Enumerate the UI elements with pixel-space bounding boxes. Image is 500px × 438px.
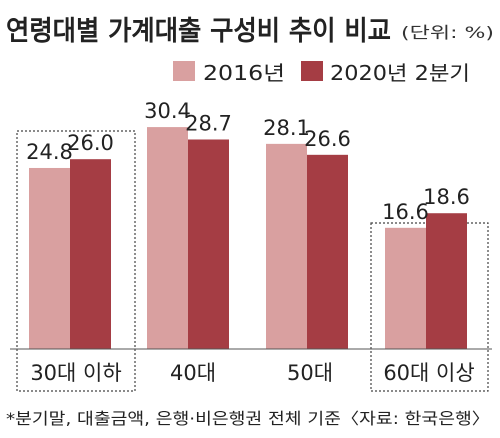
bar-2020q2-30s (70, 159, 111, 349)
footnote: *분기말, 대출금액, 은행·비은행권 전체 기준〈자료: 한국은행〉 (6, 409, 490, 428)
category-label-50s: 50대 (287, 361, 333, 385)
bar-2016-40s (147, 127, 188, 349)
value-label-2016-30s: 24.8 (26, 140, 73, 164)
bars (29, 127, 467, 349)
highlight-box-30s (16, 130, 136, 392)
bar-2020q2-40s (188, 139, 229, 349)
category-label-30s: 30대 이하 (30, 361, 121, 385)
value-label-2020q2-50s: 26.6 (304, 127, 351, 151)
unit-label: (단위: %) (401, 23, 494, 42)
bar-2016-60s (385, 227, 426, 349)
legend-swatch-2016 (173, 61, 195, 81)
category-label-40s: 40대 (170, 361, 216, 385)
category-label-60s: 60대 이상 (383, 361, 474, 385)
value-label-2020q2-40s: 28.7 (185, 111, 232, 135)
bar-2020q2-60s (426, 213, 467, 349)
value-label-2016-40s: 30.4 (144, 99, 191, 123)
legend: 2016년 2020년 2분기 (173, 61, 470, 85)
legend-label-2016: 2016년 (203, 61, 285, 85)
bar-2020q2-50s (307, 154, 348, 349)
highlight-box-60s (370, 222, 489, 392)
value-label-2016-50s: 28.1 (263, 116, 310, 140)
value-label-2016-60s: 16.6 (382, 200, 429, 224)
category-labels: 30대 이하 40대 50대 60대 이상 (30, 361, 474, 385)
value-label-2020q2-60s: 18.6 (423, 185, 470, 209)
legend-swatch-2020q2 (301, 61, 323, 81)
bar-2016-50s (266, 143, 307, 349)
bar-2016-30s (29, 167, 70, 349)
value-labels: 24.8 26.0 30.4 28.7 28.1 26.6 16.6 18.6 (26, 99, 470, 224)
legend-label-2020q2: 2020년 2분기 (330, 61, 470, 85)
chart-title: 연령대별 가계대출 구성비 추이 비교 (6, 16, 391, 47)
value-label-2020q2-30s: 26.0 (67, 131, 114, 155)
